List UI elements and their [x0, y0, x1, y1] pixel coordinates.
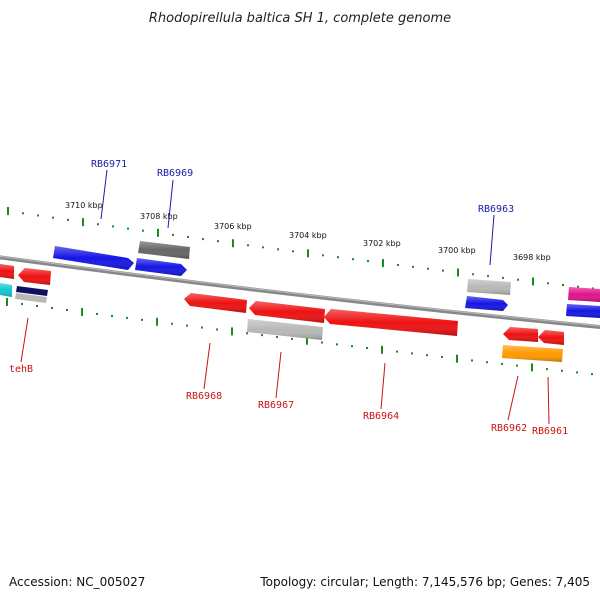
- accession-text: Accession: NC_005027: [9, 575, 145, 589]
- leader-rb6961: [547, 376, 550, 425]
- tick-label-3708: 3708 kbp: [140, 212, 178, 221]
- gene-labels: RB6971 RB6969 RB6963 tehB RB6968 RB6967 …: [9, 159, 568, 437]
- gene-rb6971-feature[interactable]: [53, 246, 134, 270]
- gene-rb6963-gray-feature[interactable]: [467, 279, 511, 295]
- edge-blue-feature[interactable]: [566, 304, 600, 318]
- genome-backbone: [0, 255, 600, 330]
- edge-magenta-feature[interactable]: [568, 287, 600, 302]
- genome-summary-text: Topology: circular; Length: 7,145,576 bp…: [259, 575, 590, 589]
- tick-label-3706: 3706 kbp: [214, 222, 252, 231]
- genome-backbone-highlight: [0, 255, 600, 327]
- gene-label-rb6968[interactable]: RB6968: [186, 391, 222, 402]
- leader-rb6967: [275, 351, 282, 399]
- map-title: Rhodopirellula baltica SH 1, complete ge…: [149, 11, 451, 26]
- gene-rb6969-dark-feature[interactable]: [138, 241, 190, 259]
- edge-cyan-feature[interactable]: [0, 283, 12, 297]
- gene-rb6961-feature[interactable]: [538, 330, 564, 345]
- gene-rb6969-feature[interactable]: [135, 258, 187, 276]
- leader-rb6968: [203, 342, 211, 390]
- forward-strand-features: [0, 241, 600, 318]
- tick-label-3700: 3700 kbp: [438, 246, 476, 255]
- leader-rb6969: [167, 179, 174, 229]
- tick-label-3704: 3704 kbp: [289, 231, 327, 240]
- gene-label-tehb[interactable]: tehB: [9, 364, 33, 375]
- gene-rb6963-feature[interactable]: [465, 296, 508, 311]
- leader-rb6971: [100, 169, 108, 220]
- gene-rb6964-feature[interactable]: [324, 309, 458, 336]
- tick-label-3698: 3698 kbp: [513, 253, 551, 262]
- edge-left-red-feature[interactable]: [0, 264, 14, 279]
- gene-rb6968-feature[interactable]: [184, 293, 247, 313]
- leader-tehb: [20, 317, 29, 363]
- outer-tick-row: [7, 207, 594, 290]
- gene-rb6962-feature[interactable]: [503, 327, 538, 342]
- gene-label-rb6969[interactable]: RB6969: [157, 168, 193, 179]
- tick-label-3702: 3702 kbp: [363, 239, 401, 248]
- gene-label-rb6963[interactable]: RB6963: [478, 204, 514, 215]
- tick-labels: 3710 kbp 3708 kbp 3706 kbp 3704 kbp 3702…: [65, 201, 551, 262]
- gene-rb6962-orange-feature[interactable]: [502, 345, 563, 362]
- gene-label-rb6964[interactable]: RB6964: [363, 411, 399, 422]
- leader-rb6962: [507, 375, 519, 421]
- edge-left-red-arrow-feature[interactable]: [18, 268, 51, 285]
- gene-label-rb6967[interactable]: RB6967: [258, 400, 294, 411]
- gene-rb6967-gray-feature[interactable]: [247, 319, 323, 340]
- gene-label-rb6971[interactable]: RB6971: [91, 159, 127, 170]
- tick-label-3710: 3710 kbp: [65, 201, 103, 210]
- gene-rb6967-feature[interactable]: [249, 301, 325, 323]
- leader-rb6964: [380, 362, 386, 410]
- gene-label-rb6962[interactable]: RB6962: [491, 423, 527, 434]
- leader-rb6963: [489, 214, 495, 266]
- gene-tehb-feature[interactable]: [15, 286, 48, 303]
- inner-tick-row: [6, 298, 593, 376]
- label-leaders: [20, 169, 550, 425]
- gene-label-rb6961[interactable]: RB6961: [532, 426, 568, 437]
- reverse-strand-features: [0, 283, 564, 362]
